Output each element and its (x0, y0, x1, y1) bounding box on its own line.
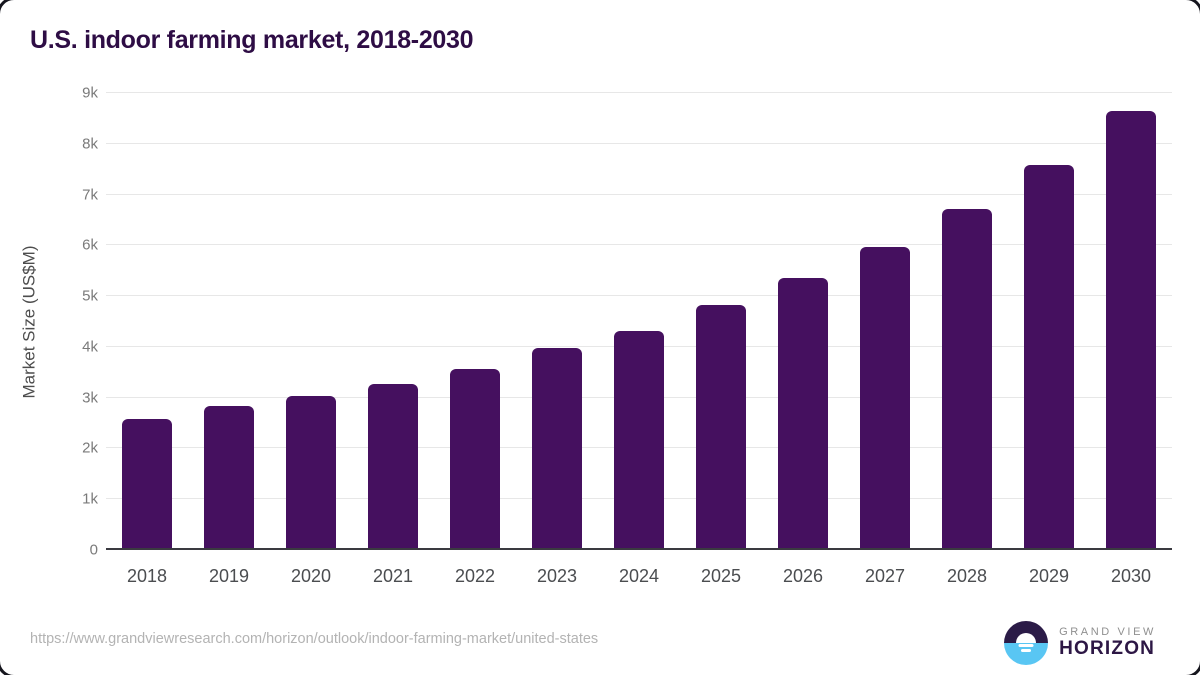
bars-container (106, 93, 1172, 548)
x-axis-line (106, 548, 1172, 550)
bar-slot-2029 (1008, 93, 1090, 548)
x-axis-label-2028: 2028 (946, 566, 988, 586)
y-tick-label-6k: 6k (82, 236, 98, 254)
y-tick-label-5k: 5k (82, 287, 98, 305)
x-axis-label-2026: 2026 (782, 566, 824, 586)
y-tick-label-7k: 7k (82, 186, 98, 204)
x-axis-label-2019: 2019 (208, 566, 250, 586)
bar-2025 (696, 305, 746, 548)
bar-2029 (1024, 164, 1074, 548)
gridline-5k (106, 295, 1172, 297)
x-axis-label-2030: 2030 (1110, 566, 1152, 586)
bar-slot-2026 (762, 93, 844, 548)
y-tick-label-0: 0 (89, 541, 98, 559)
x-axis-label-2025: 2025 (700, 566, 742, 586)
gridline-6k (106, 244, 1172, 246)
bar-slot-2024 (598, 93, 680, 548)
bar-2019 (204, 406, 254, 548)
gridline-7k (106, 193, 1172, 195)
bar-2027 (860, 247, 910, 548)
gridline-8k (106, 142, 1172, 144)
bar-slot-2023 (516, 93, 598, 548)
bar-slot-2020 (270, 93, 352, 548)
bar-2024 (614, 330, 664, 548)
x-axis-label-2027: 2027 (864, 566, 906, 586)
bar-slot-2027 (844, 93, 926, 548)
chart-title: U.S. indoor farming market, 2018-2030 (30, 26, 474, 54)
bar-slot-2022 (434, 93, 516, 548)
logo-grand-view-text: GRAND VIEW (1059, 625, 1156, 638)
y-tick-label-9k: 9k (82, 84, 98, 102)
source-url: https://www.grandviewresearch.com/horizo… (30, 631, 599, 647)
gridline-9k (106, 92, 1172, 93)
horizon-sun-icon (1004, 621, 1049, 665)
bar-2030 (1106, 111, 1156, 548)
y-tick-label-8k: 8k (82, 135, 98, 153)
x-axis-label-2029: 2029 (1028, 566, 1070, 586)
bar-slot-2028 (926, 93, 1008, 548)
bar-slot-2021 (352, 93, 434, 548)
logo-horizon-text: HORIZON (1059, 638, 1156, 660)
x-axis-label-2023: 2023 (536, 566, 578, 586)
bar-2028 (942, 209, 992, 548)
bar-2022 (450, 368, 500, 548)
plot-area (106, 92, 1172, 550)
bar-2020 (286, 396, 336, 548)
y-tick-label-3k: 3k (82, 389, 98, 407)
bar-2026 (778, 277, 828, 548)
x-axis-label-2022: 2022 (454, 566, 496, 586)
bar-slot-2025 (680, 93, 762, 548)
x-axis-label-2024: 2024 (618, 566, 660, 586)
bar-slot-2019 (188, 93, 270, 548)
grand-view-horizon-logo: GRAND VIEW HORIZON (1004, 621, 1156, 665)
bar-2018 (122, 419, 172, 548)
x-axis-label-2020: 2020 (290, 566, 332, 586)
y-tick-label-4k: 4k (82, 338, 98, 356)
x-axis-label-2018: 2018 (126, 566, 168, 586)
bar-2023 (532, 348, 582, 548)
y-axis-ticks: 0 1k 2k 3k 4k 5k 6k 7k 8k 9k (0, 85, 98, 559)
x-axis-label-2021: 2021 (372, 566, 414, 586)
x-axis-labels: 2018 2019 2020 2021 2022 2023 2024 2025 2026 2027… (106, 566, 1172, 587)
bar-slot-2030 (1090, 93, 1172, 548)
y-tick-label-1k: 1k (82, 490, 98, 508)
y-tick-label-2k: 2k (82, 439, 98, 457)
bar-2021 (368, 383, 418, 548)
bar-slot-2018 (106, 93, 188, 548)
